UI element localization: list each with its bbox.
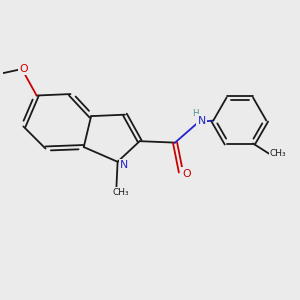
Text: N: N (197, 116, 206, 126)
Text: H: H (192, 109, 199, 118)
Text: CH₃: CH₃ (270, 149, 286, 158)
Text: O: O (19, 64, 28, 74)
Text: N: N (120, 160, 128, 170)
Text: O: O (182, 169, 191, 178)
Text: CH₃: CH₃ (112, 188, 129, 197)
